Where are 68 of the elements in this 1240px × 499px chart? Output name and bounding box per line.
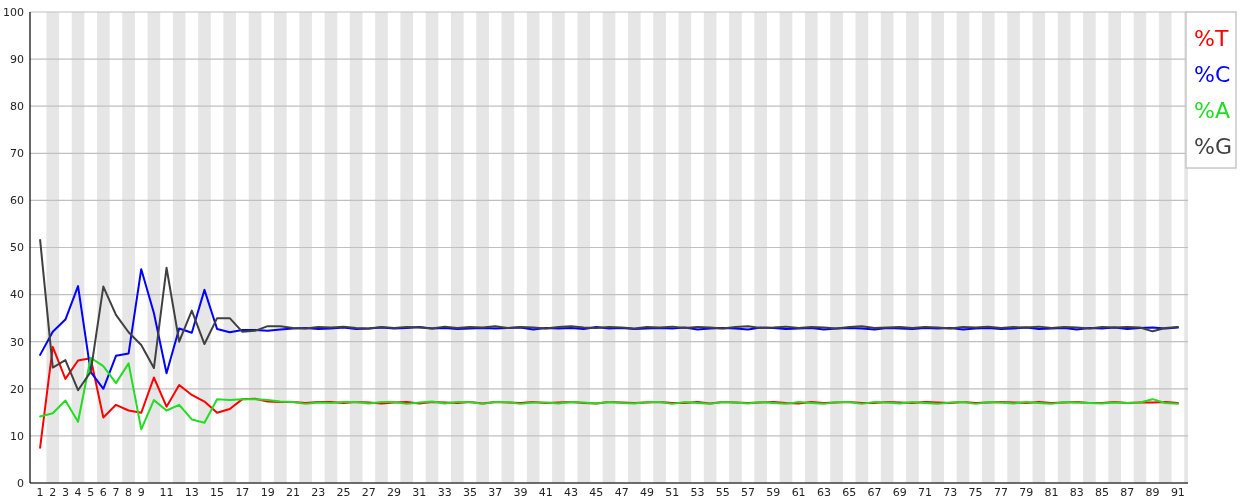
x-tick-label: 1 <box>36 486 44 499</box>
x-tick-label: 49 <box>639 486 654 499</box>
x-tick-label: 63 <box>816 486 831 499</box>
x-tick-label: 79 <box>1019 486 1034 499</box>
y-tick-label: 100 <box>3 5 24 19</box>
x-tick-label: 6 <box>99 486 107 499</box>
y-tick-label: 90 <box>10 52 24 66</box>
x-tick-label: 61 <box>791 486 806 499</box>
text: %G <box>1194 134 1232 159</box>
y-tick-label: 70 <box>10 147 24 161</box>
x-tick-label: 87 <box>1120 486 1135 499</box>
y-tick-label: 50 <box>10 241 24 255</box>
x-tick-label: 37 <box>488 486 503 499</box>
x-tick-label: 31 <box>412 486 427 499</box>
line-series <box>39 268 1179 390</box>
x-tick-label: 9 <box>137 486 145 499</box>
x-tick-label: 73 <box>943 486 958 499</box>
x-tick-label: 43 <box>564 486 579 499</box>
y-tick-label: 0 <box>17 476 24 490</box>
y-tick-label: 20 <box>10 382 24 396</box>
x-tick-label: 3 <box>61 486 69 499</box>
x-tick-label: 69 <box>892 486 907 499</box>
x-tick-label: 13 <box>184 486 199 499</box>
y-tick-label: 30 <box>10 335 24 349</box>
x-tick-label: 71 <box>918 486 933 499</box>
x-tick-label: 29 <box>387 486 402 499</box>
x-tick-label: 77 <box>993 486 1008 499</box>
x-tick-label: 59 <box>766 486 781 499</box>
y-tick-label: 40 <box>10 288 24 302</box>
x-tick-label: 81 <box>1044 486 1059 499</box>
x-tick-label: 23 <box>311 486 326 499</box>
x-tick-label: 89 <box>1145 486 1160 499</box>
x-tick-label: 21 <box>285 486 300 499</box>
x-tick-label: 85 <box>1095 486 1110 499</box>
y-tick-label: 80 <box>10 100 24 114</box>
x-tick-label: 57 <box>741 486 756 499</box>
x-tick-label: 47 <box>614 486 629 499</box>
x-tick-label: 39 <box>513 486 528 499</box>
text: %T <box>1194 26 1229 51</box>
x-tick-label: 55 <box>715 486 730 499</box>
text: %C <box>1194 62 1231 87</box>
y-tick-label: 10 <box>10 429 24 443</box>
x-tick-label: 11 <box>159 486 174 499</box>
line-series <box>39 238 1179 392</box>
x-tick-label: 41 <box>538 486 553 499</box>
x-tick-label: 17 <box>235 486 250 499</box>
text: %A <box>1194 98 1230 123</box>
x-tick-label: 51 <box>665 486 680 499</box>
x-tick-label: 25 <box>336 486 351 499</box>
x-tick-label: 83 <box>1069 486 1084 499</box>
x-tick-label: 5 <box>87 486 95 499</box>
x-tick-label: 15 <box>210 486 225 499</box>
x-tick-label: 53 <box>690 486 705 499</box>
x-tick-label: 35 <box>462 486 477 499</box>
x-tick-label: 65 <box>842 486 857 499</box>
x-tick-label: 27 <box>361 486 376 499</box>
x-tick-label: 19 <box>260 486 275 499</box>
x-tick-label: 7 <box>112 486 120 499</box>
x-tick-label: 8 <box>125 486 133 499</box>
x-tick-label: 33 <box>437 486 452 499</box>
x-tick-label: 75 <box>968 486 983 499</box>
line-series <box>39 356 1179 431</box>
x-tick-label: 67 <box>867 486 882 499</box>
y-tick-label: 60 <box>10 194 24 208</box>
x-tick-label: 4 <box>74 486 82 499</box>
x-tick-label: 45 <box>589 486 604 499</box>
x-tick-label: 91 <box>1170 486 1185 499</box>
x-tick-label: 2 <box>49 486 57 499</box>
